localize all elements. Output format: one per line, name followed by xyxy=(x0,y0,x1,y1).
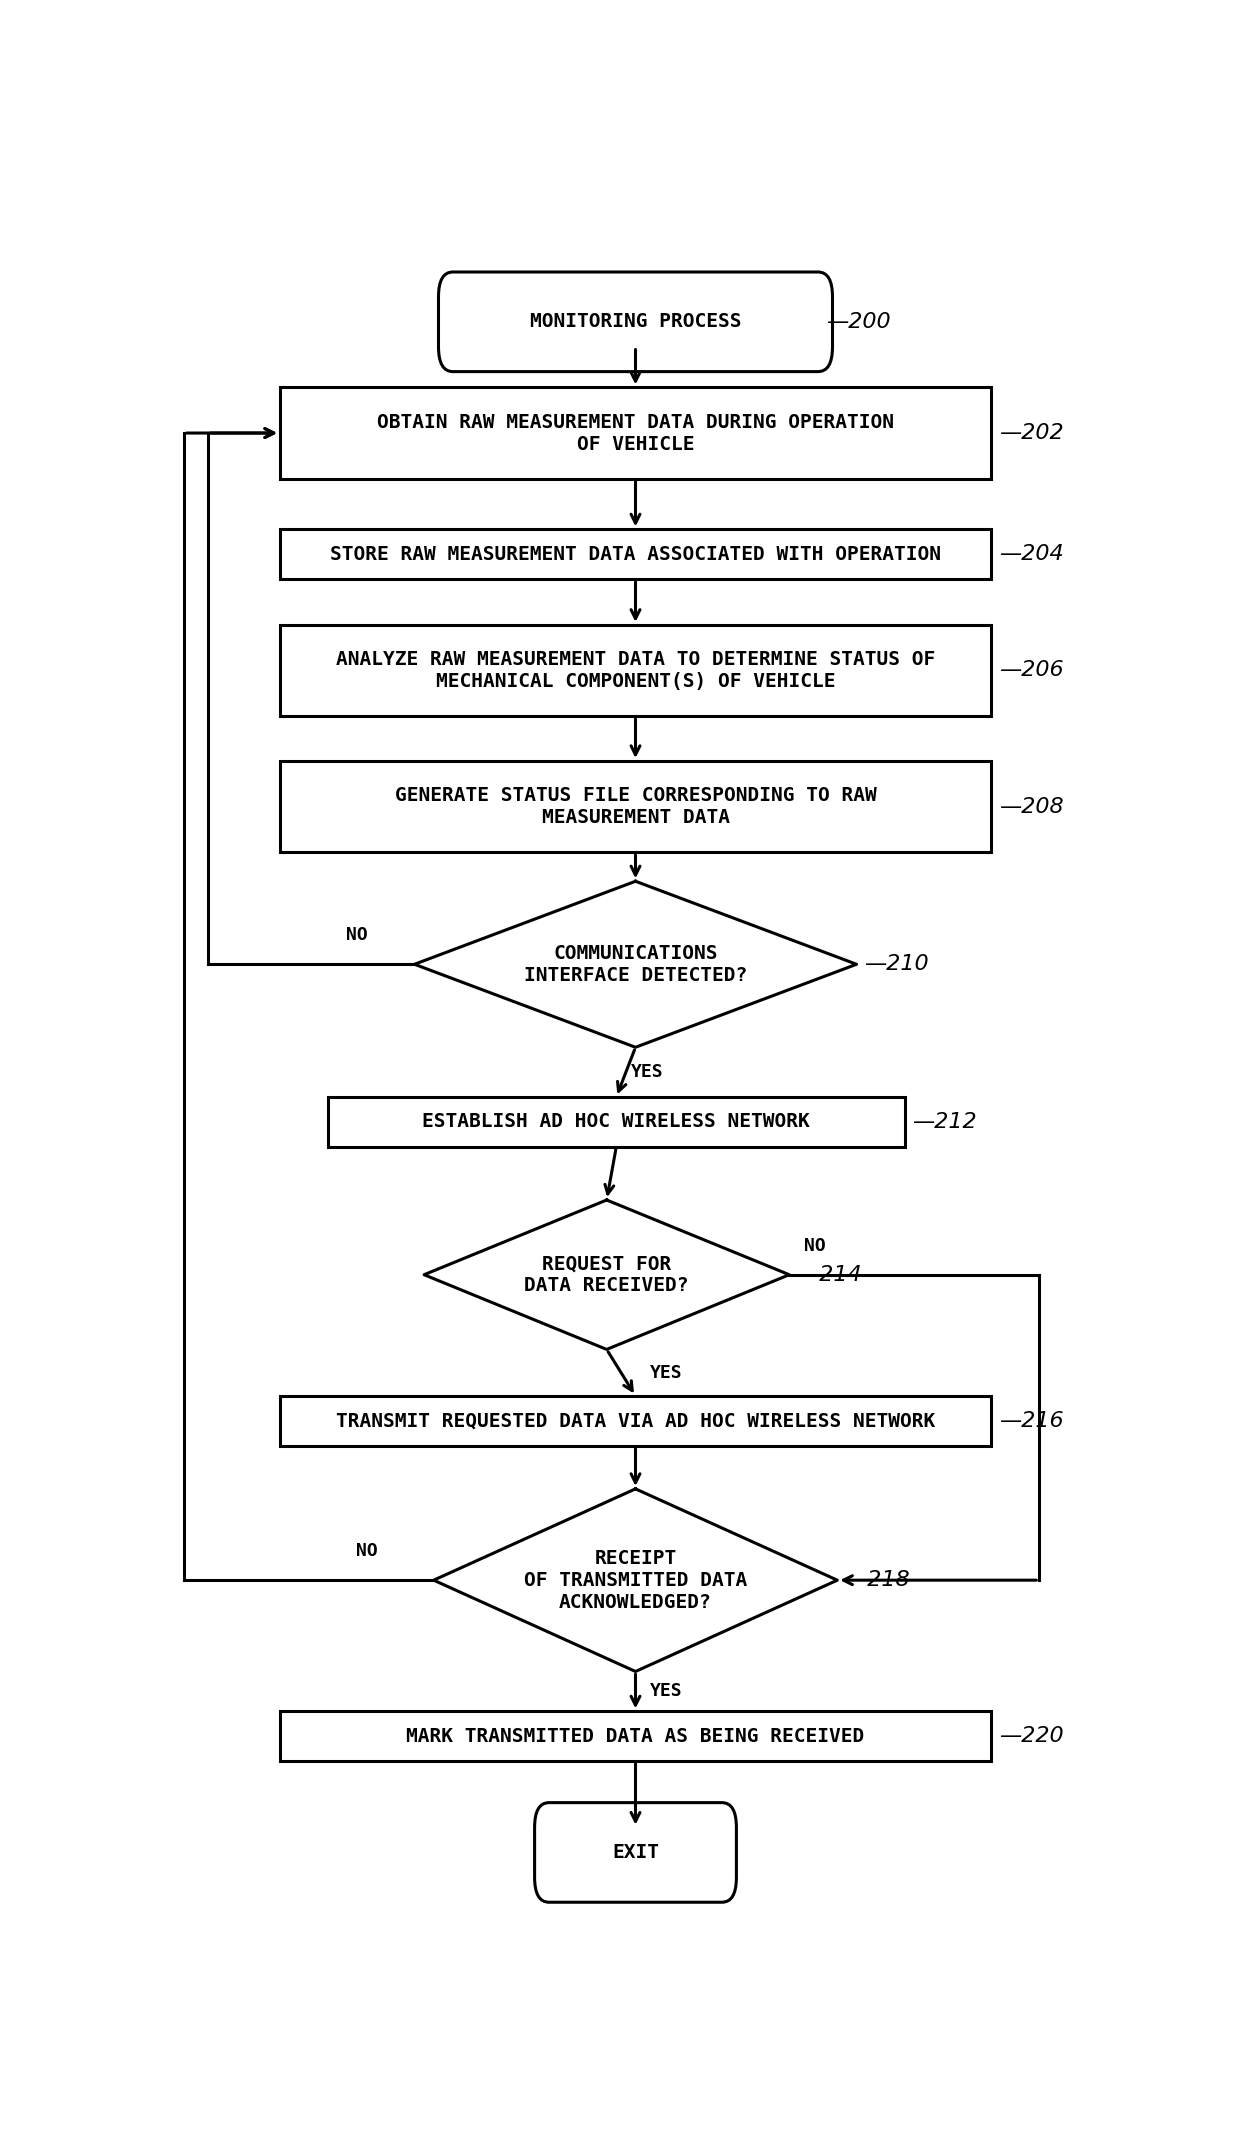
Bar xyxy=(280,761,991,852)
Text: —204: —204 xyxy=(998,543,1064,565)
Text: NO: NO xyxy=(804,1238,826,1255)
Text: —200: —200 xyxy=(826,313,890,332)
Text: EXIT: EXIT xyxy=(613,1843,658,1863)
FancyBboxPatch shape xyxy=(534,1802,737,1902)
Text: NO: NO xyxy=(346,927,368,944)
Bar xyxy=(280,1395,991,1447)
Text: COMMUNICATIONS
INTERFACE DETECTED?: COMMUNICATIONS INTERFACE DETECTED? xyxy=(523,944,748,985)
Bar xyxy=(327,1097,905,1147)
Text: —214: —214 xyxy=(797,1266,862,1285)
Polygon shape xyxy=(414,882,857,1048)
Text: —208: —208 xyxy=(998,796,1064,817)
Text: YES: YES xyxy=(650,1363,682,1382)
Text: GENERATE STATUS FILE CORRESPONDING TO RAW
MEASUREMENT DATA: GENERATE STATUS FILE CORRESPONDING TO RA… xyxy=(394,787,877,828)
Text: OBTAIN RAW MEASUREMENT DATA DURING OPERATION
OF VEHICLE: OBTAIN RAW MEASUREMENT DATA DURING OPERA… xyxy=(377,412,894,453)
Bar xyxy=(280,1712,991,1761)
Polygon shape xyxy=(434,1490,837,1671)
Text: ESTABLISH AD HOC WIRELESS NETWORK: ESTABLISH AD HOC WIRELESS NETWORK xyxy=(423,1112,810,1132)
Text: REQUEST FOR
DATA RECEIVED?: REQUEST FOR DATA RECEIVED? xyxy=(525,1255,689,1296)
Polygon shape xyxy=(424,1201,789,1350)
Text: YES: YES xyxy=(631,1063,663,1080)
Text: MARK TRANSMITTED DATA AS BEING RECEIVED: MARK TRANSMITTED DATA AS BEING RECEIVED xyxy=(407,1727,864,1746)
Text: —212: —212 xyxy=(913,1112,977,1132)
Text: MONITORING PROCESS: MONITORING PROCESS xyxy=(529,313,742,332)
Text: —220: —220 xyxy=(998,1727,1064,1746)
Text: STORE RAW MEASUREMENT DATA ASSOCIATED WITH OPERATION: STORE RAW MEASUREMENT DATA ASSOCIATED WI… xyxy=(330,545,941,563)
Text: —216: —216 xyxy=(998,1410,1064,1432)
FancyBboxPatch shape xyxy=(439,272,832,371)
Text: —206: —206 xyxy=(998,660,1064,681)
Text: —210: —210 xyxy=(864,955,929,975)
Bar xyxy=(280,388,991,479)
Bar xyxy=(280,530,991,580)
Text: RECEIPT
OF TRANSMITTED DATA
ACKNOWLEDGED?: RECEIPT OF TRANSMITTED DATA ACKNOWLEDGED… xyxy=(523,1548,748,1613)
Text: TRANSMIT REQUESTED DATA VIA AD HOC WIRELESS NETWORK: TRANSMIT REQUESTED DATA VIA AD HOC WIREL… xyxy=(336,1412,935,1429)
Text: NO: NO xyxy=(356,1542,377,1561)
Text: —218: —218 xyxy=(844,1570,910,1591)
Text: YES: YES xyxy=(650,1682,682,1701)
Text: —202: —202 xyxy=(998,423,1064,442)
Text: ANALYZE RAW MEASUREMENT DATA TO DETERMINE STATUS OF
MECHANICAL COMPONENT(S) OF V: ANALYZE RAW MEASUREMENT DATA TO DETERMIN… xyxy=(336,649,935,690)
Bar xyxy=(280,625,991,716)
